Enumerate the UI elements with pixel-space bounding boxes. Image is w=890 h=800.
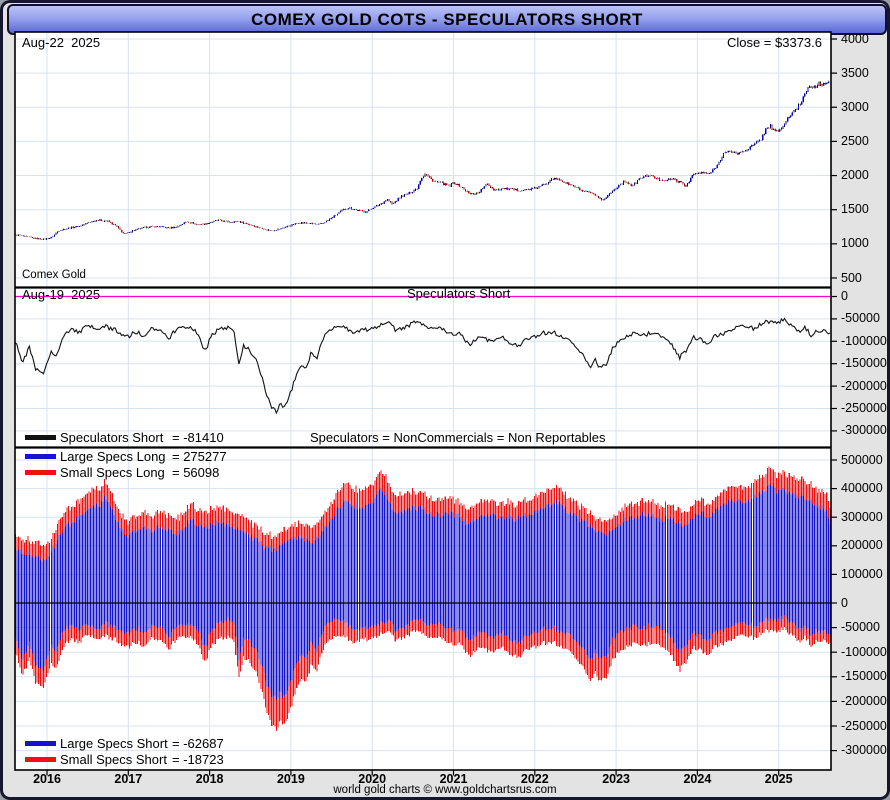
- x-year-label: 2021: [439, 772, 468, 786]
- y-tick-label: 100000: [841, 566, 883, 581]
- spec-panel-title: Speculators Short: [407, 286, 511, 301]
- x-year-label: 2024: [683, 772, 712, 786]
- x-year-label: 2020: [358, 772, 387, 786]
- x-year-label: 2023: [602, 772, 630, 786]
- legend-swatch: [25, 454, 56, 459]
- price-series-label: Comex Gold: [22, 269, 86, 281]
- x-year-label: 2016: [33, 772, 61, 786]
- legend-label: Small Specs Long: [60, 465, 165, 480]
- legend-value: = -62687: [172, 736, 224, 751]
- y-tick-label: 200000: [841, 538, 883, 553]
- x-year-label: 2017: [114, 772, 143, 786]
- y-tick-label: 500: [841, 270, 862, 285]
- legend-value: = -81410: [172, 430, 224, 445]
- y-tick-label: 3500: [841, 65, 869, 80]
- y-tick-label: -50000: [841, 311, 880, 326]
- legend-label: Speculators Short: [60, 430, 164, 445]
- y-tick-label: -300000: [841, 423, 887, 438]
- y-tick-label: -150000: [841, 669, 887, 684]
- page-title: COMEX GOLD COTS - SPECULATORS SHORT: [251, 9, 643, 29]
- y-tick-label: -50000: [841, 620, 880, 635]
- y-tick-label: -250000: [841, 718, 887, 733]
- y-tick-label: -100000: [841, 333, 887, 348]
- legend-swatch: [25, 741, 56, 746]
- x-year-label: 2025: [764, 772, 793, 786]
- price-date-label: Aug-22 2025: [22, 35, 101, 50]
- y-tick-label: 2000: [841, 168, 869, 183]
- y-tick-label: 0: [841, 289, 848, 303]
- y-tick-label: 300000: [841, 509, 883, 524]
- x-year-label: 2022: [520, 772, 549, 786]
- price-close-label: Close = $3373.6: [726, 35, 822, 50]
- legend-value: = 56098: [172, 465, 220, 480]
- y-tick-label: 3000: [841, 99, 869, 114]
- y-tick-label: -200000: [841, 378, 887, 393]
- x-year-label: 2018: [195, 772, 224, 786]
- legend-swatch: [25, 757, 56, 762]
- y-tick-label: 1000: [841, 236, 869, 251]
- title-bar: COMEX GOLD COTS - SPECULATORS SHORT: [7, 4, 887, 35]
- legend-label: Large Specs Short: [60, 736, 168, 751]
- y-tick-label: 1500: [841, 202, 869, 217]
- legend-value: = -18723: [172, 752, 224, 767]
- legend-swatch: [25, 470, 56, 475]
- y-tick-label: 0: [841, 595, 848, 610]
- spec-date-label: Aug-19 2025: [22, 287, 101, 302]
- y-tick-label: -200000: [841, 693, 887, 708]
- legend-label: Small Specs Short: [60, 752, 167, 767]
- legend-value: = 275277: [172, 449, 227, 464]
- copyright-footer: world gold charts © www.goldchartsrus.co…: [333, 784, 557, 796]
- y-tick-label: -300000: [841, 743, 887, 758]
- y-tick-label: -150000: [841, 356, 887, 371]
- legend-label: Large Specs Long: [60, 449, 166, 464]
- legend-swatch: [25, 435, 56, 440]
- y-tick-label: 400000: [841, 481, 883, 496]
- y-tick-label: 500000: [841, 452, 883, 467]
- spec-legend-note: Speculators = NonCommercials = Non Repor…: [310, 430, 606, 445]
- y-tick-label: -100000: [841, 644, 887, 659]
- y-tick-label: 4000: [841, 31, 869, 46]
- y-tick-label: -250000: [841, 401, 887, 415]
- x-year-label: 2019: [276, 772, 305, 786]
- y-tick-label: 2500: [841, 133, 869, 148]
